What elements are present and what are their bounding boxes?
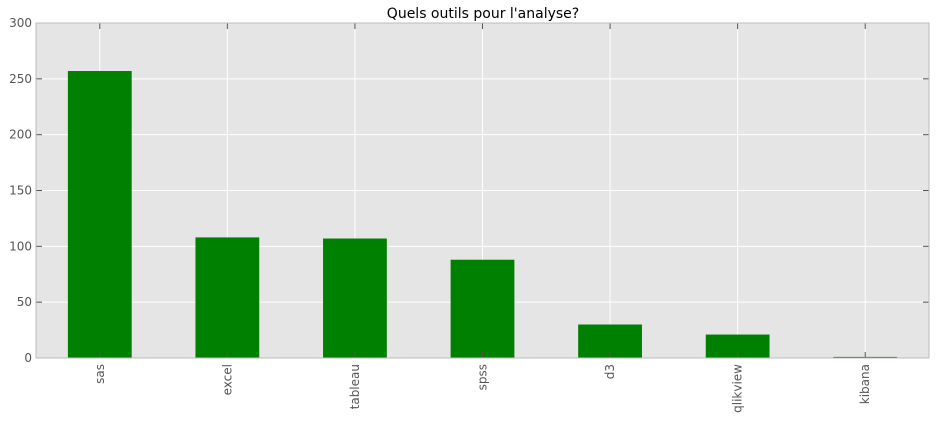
y-tick-label: 0 (24, 351, 32, 365)
x-tick-label-tableau: tableau (348, 364, 362, 409)
chart-title: Quels outils pour l'analyse? (387, 6, 579, 22)
bar-spss (450, 259, 515, 358)
y-tick-label: 100 (9, 239, 32, 253)
x-tick-label-sas: sas (93, 364, 107, 384)
axes: 0 50 100 150 200 250 300 sas excel tableau spss d3 q… (9, 16, 930, 413)
x-tick-label-spss: spss (476, 364, 490, 390)
x-tick-label-d3: d3 (603, 364, 617, 379)
bar-sas (67, 71, 132, 359)
x-tick-label-kibana: kibana (858, 364, 872, 404)
x-tick-label-qlikview: qlikview (731, 364, 745, 413)
plot-frame (35, 22, 930, 359)
y-tick-label: 150 (9, 184, 32, 198)
bar-qlikview (705, 334, 770, 358)
y-tick-label: 300 (9, 16, 32, 30)
y-tick-label: 50 (17, 295, 32, 309)
x-tick-label-excel: excel (220, 364, 234, 395)
bars (67, 71, 898, 359)
y-tick-label: 200 (9, 128, 32, 142)
y-tick-label: 250 (9, 72, 32, 86)
bar-excel (195, 237, 260, 358)
bar-tableau (323, 238, 387, 358)
